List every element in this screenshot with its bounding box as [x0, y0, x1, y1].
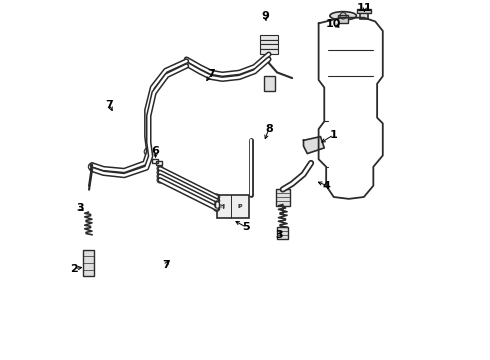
- Bar: [217, 195, 249, 218]
- Text: 8: 8: [265, 124, 272, 134]
- Bar: [260, 35, 278, 40]
- Circle shape: [214, 202, 220, 208]
- Circle shape: [157, 166, 163, 172]
- Circle shape: [214, 194, 220, 200]
- Bar: [156, 161, 162, 165]
- Text: HJ: HJ: [220, 204, 225, 209]
- Bar: [277, 227, 289, 239]
- Bar: [83, 250, 94, 276]
- Circle shape: [144, 148, 152, 156]
- Text: 7: 7: [105, 99, 113, 109]
- Text: 6: 6: [151, 146, 159, 156]
- Circle shape: [157, 173, 163, 179]
- Circle shape: [157, 170, 163, 175]
- Text: 3: 3: [76, 203, 84, 212]
- Bar: [264, 76, 275, 91]
- Bar: [260, 40, 278, 45]
- Bar: [360, 11, 368, 19]
- Circle shape: [157, 177, 163, 183]
- Text: IP: IP: [237, 204, 243, 209]
- Text: 5: 5: [243, 222, 250, 232]
- Circle shape: [214, 198, 220, 204]
- Text: 10: 10: [326, 19, 342, 29]
- Text: 11: 11: [357, 3, 372, 13]
- Ellipse shape: [330, 12, 356, 20]
- Text: 9: 9: [261, 11, 269, 21]
- Text: 4: 4: [323, 181, 331, 191]
- Polygon shape: [318, 18, 383, 199]
- Circle shape: [214, 205, 220, 211]
- Text: 7: 7: [162, 260, 170, 270]
- Circle shape: [88, 163, 96, 171]
- Text: 1: 1: [330, 130, 338, 140]
- Bar: [152, 159, 158, 163]
- Text: 7: 7: [207, 69, 215, 79]
- Text: 3: 3: [275, 230, 283, 240]
- Polygon shape: [303, 136, 324, 154]
- Bar: [260, 49, 278, 54]
- Bar: [338, 15, 348, 23]
- Bar: [357, 9, 371, 13]
- Text: 2: 2: [71, 264, 78, 274]
- Bar: [276, 189, 290, 206]
- Bar: [260, 45, 278, 49]
